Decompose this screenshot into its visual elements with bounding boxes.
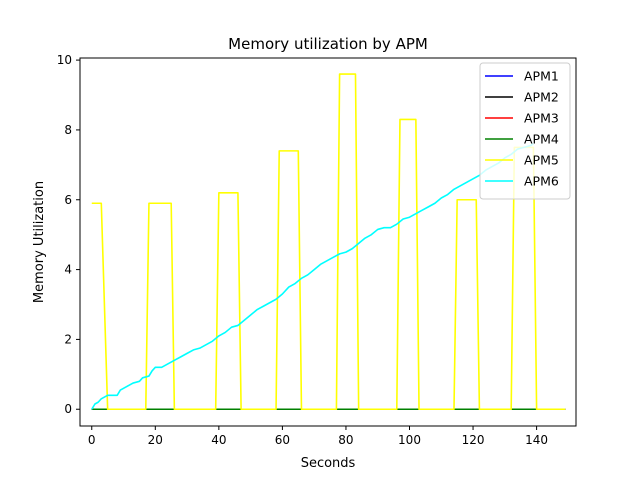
x-tick-label: 60	[275, 433, 290, 447]
x-axis-label: Seconds	[301, 456, 356, 471]
chart-title: Memory utilization by APM	[228, 35, 428, 53]
legend-label-apm6: APM6	[524, 174, 559, 189]
legend-label-apm2: APM2	[524, 90, 559, 105]
x-tick-label: 140	[525, 433, 548, 447]
x-tick-label: 80	[338, 433, 353, 447]
legend-label-apm5: APM5	[524, 153, 559, 168]
series-layer	[91, 73, 566, 411]
y-tick-label: 6	[64, 193, 72, 207]
series-line-apm6	[91, 143, 534, 410]
x-tick-label: 120	[462, 433, 485, 447]
y-tick-label: 4	[64, 263, 72, 277]
legend-label-apm3: APM3	[524, 111, 559, 126]
series-line-apm5	[91, 73, 566, 411]
x-tick-label: 100	[398, 433, 421, 447]
y-axis-label: Memory Utilization	[32, 181, 47, 303]
y-tick-label: 0	[64, 402, 72, 416]
legend-label-apm4: APM4	[524, 132, 559, 147]
x-tick-label: 0	[88, 433, 96, 447]
y-axis: 0 2 4 6 8 10	[57, 53, 80, 416]
legend-label-apm1: APM1	[524, 69, 559, 84]
x-axis: 0 20 40 60 80 100 120 140	[88, 426, 548, 447]
y-tick-label: 2	[64, 332, 72, 346]
x-tick-label: 40	[211, 433, 226, 447]
x-tick-label: 20	[148, 433, 163, 447]
y-tick-label: 10	[57, 53, 72, 67]
y-tick-label: 8	[64, 123, 72, 137]
plot-frame	[79, 57, 577, 427]
legend: APM1 APM2 APM3 APM4 APM5 APM6	[479, 62, 571, 200]
